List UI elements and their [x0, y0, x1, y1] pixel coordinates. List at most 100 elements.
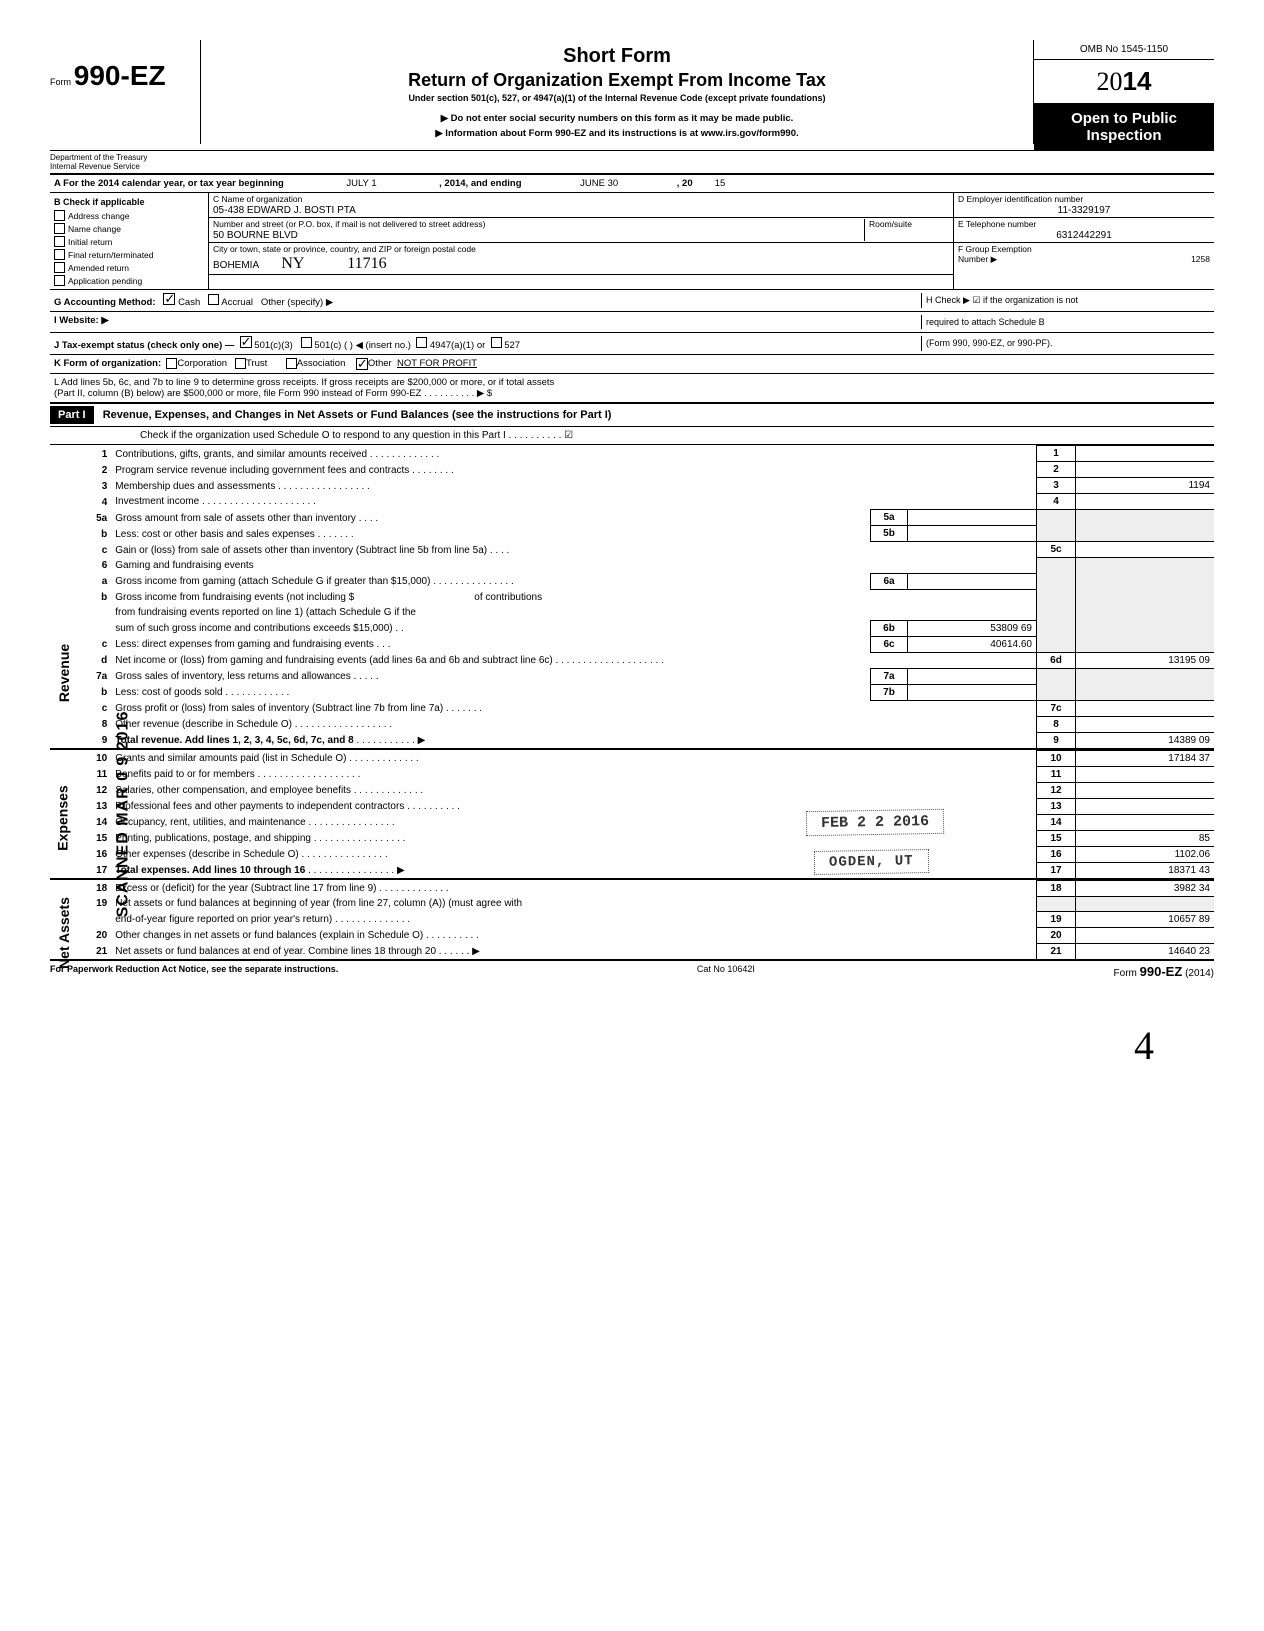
netassets-side-label: Net Assets	[56, 897, 72, 969]
line-12: 12Salaries, other compensation, and empl…	[79, 782, 1214, 798]
received-date-stamp: FEB 2 2 2016	[806, 808, 944, 835]
line-value: 3982 34	[1076, 880, 1215, 896]
line-14: 14Occupancy, rent, utilities, and mainte…	[79, 814, 1214, 830]
checkbox-icon[interactable]	[54, 236, 65, 247]
assoc-checkbox[interactable]	[286, 358, 297, 369]
line-desc: Net assets or fund balances at end of ye…	[115, 946, 436, 957]
form-number: 990-EZ	[74, 60, 166, 91]
expenses-side-label: Expenses	[55, 785, 71, 850]
501c3-checkbox[interactable]	[240, 336, 252, 348]
form-ref-year: (2014)	[1185, 968, 1214, 979]
line-desc: Excess or (deficit) for the year (Subtra…	[115, 883, 376, 894]
4947-label: 4947(a)(1) or	[430, 340, 485, 351]
header-row: Form 990-EZ Short Form Return of Organiz…	[50, 40, 1214, 150]
501c-label: 501(c) (	[314, 340, 347, 351]
corp-checkbox[interactable]	[166, 358, 177, 369]
checkbox-icon[interactable]	[54, 262, 65, 273]
revenue-section: Revenue SCANNED MAR 0 9 2016 1Contributi…	[50, 445, 1214, 748]
section-g-label: G Accounting Method:	[54, 297, 156, 308]
checkbox-icon[interactable]	[54, 275, 65, 286]
line-desc: Gross income from gaming (attach Schedul…	[115, 576, 436, 587]
section-b: B Check if applicable Address change Nam…	[50, 193, 209, 289]
line-desc: Grants and similar amounts paid (list in…	[115, 753, 346, 764]
other-checkbox[interactable]	[356, 358, 368, 370]
other-method-label: Other (specify) ▶	[261, 297, 333, 308]
check-label: Initial return	[68, 237, 112, 247]
section-j-label: J Tax-exempt status (check only one) —	[54, 340, 234, 351]
yr-prefix: , 20	[677, 178, 693, 189]
line-desc: Contributions, gifts, grants, and simila…	[115, 449, 372, 460]
netassets-lines-table: 18Excess or (deficit) for the year (Subt…	[79, 880, 1214, 959]
line-6: 6Gaming and fundraising events	[79, 558, 1214, 574]
open-to-public: Open to Public Inspection	[1034, 104, 1214, 150]
line-desc: Professional fees and other payments to …	[115, 801, 410, 812]
expenses-section: Expenses 10Grants and similar amounts pa…	[50, 748, 1214, 878]
check-name-change[interactable]: Name change	[54, 222, 204, 235]
line-desc: Gaming and fundraising events	[111, 558, 1036, 574]
cash-label: Cash	[178, 297, 200, 308]
line-value: 14640 23	[1076, 943, 1215, 959]
line-value: 10657 89	[1076, 911, 1215, 927]
form-prefix: Form	[50, 77, 71, 87]
dept-label: Department of the Treasury	[50, 153, 200, 162]
527-label: 527	[504, 340, 520, 351]
group-exemption-value: 1258	[1191, 254, 1210, 265]
check-address-change[interactable]: Address change	[54, 209, 204, 222]
assoc-label: Association	[297, 358, 346, 370]
527-checkbox[interactable]	[491, 337, 502, 348]
section-i-row: I Website: ▶ required to attach Schedule…	[50, 312, 1214, 333]
checkbox-icon[interactable]	[54, 210, 65, 221]
trust-checkbox[interactable]	[235, 358, 246, 369]
section-l: L Add lines 5b, 6c, and 7b to line 9 to …	[50, 374, 1214, 403]
check-amended-return[interactable]: Amended return	[54, 261, 204, 274]
line-desc: Total revenue. Add lines 1, 2, 3, 4, 5c,…	[115, 735, 353, 746]
check-final-return[interactable]: Final return/terminated	[54, 248, 204, 261]
expenses-lines-table: 10Grants and similar amounts paid (list …	[79, 750, 1214, 878]
check-label: Final return/terminated	[68, 250, 154, 260]
org-name-label: C Name of organization	[213, 194, 949, 204]
phone-label: E Telephone number	[958, 219, 1210, 229]
info-line: ▶ Information about Form 990-EZ and its …	[211, 128, 1023, 139]
cash-checkbox[interactable]	[163, 293, 175, 305]
expenses-side-col: Expenses	[50, 750, 79, 878]
check-application-pending[interactable]: Application pending	[54, 274, 204, 287]
4947-checkbox[interactable]	[416, 337, 427, 348]
accrual-checkbox[interactable]	[208, 294, 219, 305]
line-10: 10Grants and similar amounts paid (list …	[79, 750, 1214, 766]
ssn-warning: ▶ Do not enter social security numbers o…	[211, 113, 1023, 124]
line-desc: Gross sales of inventory, less returns a…	[115, 671, 350, 682]
tax-year-end: JUNE 30	[524, 178, 674, 189]
irs-label: Internal Revenue Service	[50, 162, 200, 171]
city-text: BOHEMIA	[213, 260, 259, 271]
group-exemption-row: F Group Exemption Number ▶ 1258	[954, 243, 1214, 266]
ein-value: 11-3329197	[958, 204, 1210, 216]
line-17: 17Total expenses. Add lines 10 through 1…	[79, 862, 1214, 878]
line-desc: Investment income	[115, 496, 199, 507]
line-5a: 5aGross amount from sale of assets other…	[79, 510, 1214, 526]
checkbox-icon[interactable]	[54, 223, 65, 234]
check-initial-return[interactable]: Initial return	[54, 235, 204, 248]
line-13: 13Professional fees and other payments t…	[79, 798, 1214, 814]
h-line3: (Form 990, 990-EZ, or 990-PF).	[926, 338, 1206, 348]
group-exemption-label: F Group Exemption	[958, 244, 1210, 254]
line-desc: Less: cost of goods sold	[115, 687, 222, 698]
city-label: City or town, state or province, country…	[213, 244, 949, 254]
section-b-label: B Check if applicable	[54, 195, 204, 209]
line-desc: Other expenses (describe in Schedule O)	[115, 849, 298, 860]
dept-treasury: Department of the Treasury Internal Reve…	[50, 151, 200, 173]
h-line1: H Check ▶ ☑ if the organization is not	[926, 295, 1206, 306]
line-value: 18371 43	[1076, 862, 1215, 878]
line-desc: Other revenue (describe in Schedule O) .	[115, 719, 297, 730]
form-ref-num: 990-EZ	[1140, 964, 1183, 979]
501c-checkbox[interactable]	[301, 337, 312, 348]
city-row: City or town, state or province, country…	[209, 243, 953, 275]
part1-label: Part I	[50, 406, 94, 424]
org-name-value: 05-438 EDWARD J. BOSTI PTA	[213, 204, 949, 216]
accounting-method: G Accounting Method: Cash Accrual Other …	[54, 293, 921, 308]
line-20: 20Other changes in net assets or fund ba…	[79, 927, 1214, 943]
other-org-label: Other	[368, 358, 392, 370]
title-block: Short Form Return of Organization Exempt…	[200, 40, 1034, 144]
checkbox-icon[interactable]	[54, 249, 65, 260]
return-title: Return of Organization Exempt From Incom…	[211, 70, 1023, 91]
line-19-1: 19Net assets or fund balances at beginni…	[79, 896, 1214, 911]
